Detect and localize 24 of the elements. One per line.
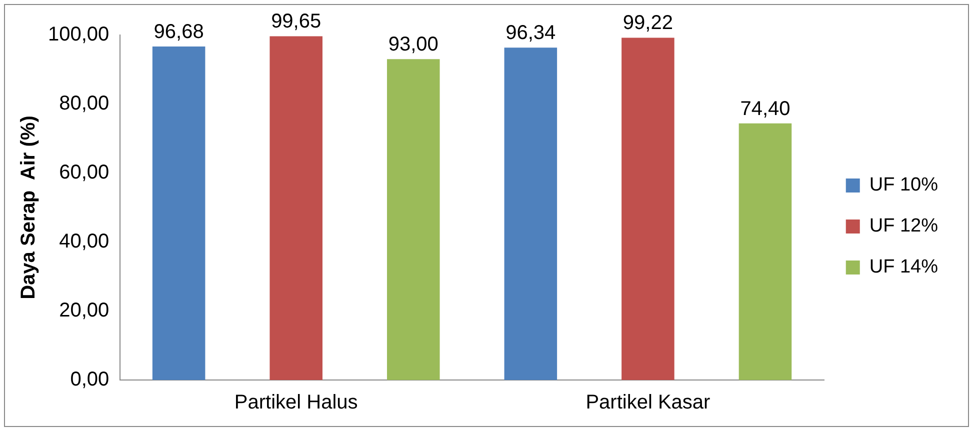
- data-label: 99,65: [271, 10, 322, 33]
- y-tick-label: 60,00: [59, 162, 110, 184]
- legend-label: UF 10%: [869, 174, 938, 196]
- data-label: 93,00: [388, 34, 438, 56]
- bar: [386, 59, 440, 380]
- bar: [504, 48, 558, 380]
- y-tick-label: 80,00: [59, 92, 110, 115]
- legend-label: UF 14%: [869, 256, 938, 278]
- x-tick-label: Partikel Kasar: [586, 392, 711, 414]
- y-tick-label: 20,00: [59, 300, 110, 322]
- y-tick-label: 0,00: [70, 368, 110, 391]
- bar: [152, 46, 206, 380]
- bar: [270, 36, 322, 380]
- y-tick-label: 100,00: [48, 24, 110, 46]
- bar: [738, 123, 792, 380]
- data-label: 96,68: [154, 20, 204, 43]
- bar: [622, 38, 674, 380]
- data-label: 74,40: [740, 98, 790, 120]
- data-label: 96,34: [506, 22, 556, 44]
- y-tick-label: 40,00: [59, 230, 110, 253]
- data-label: 99,22: [622, 12, 673, 34]
- legend-label: UF 12%: [869, 216, 938, 237]
- x-tick-label: Partikel Halus: [234, 392, 358, 414]
- y-axis-title: Daya Serap Air (%): [18, 116, 40, 300]
